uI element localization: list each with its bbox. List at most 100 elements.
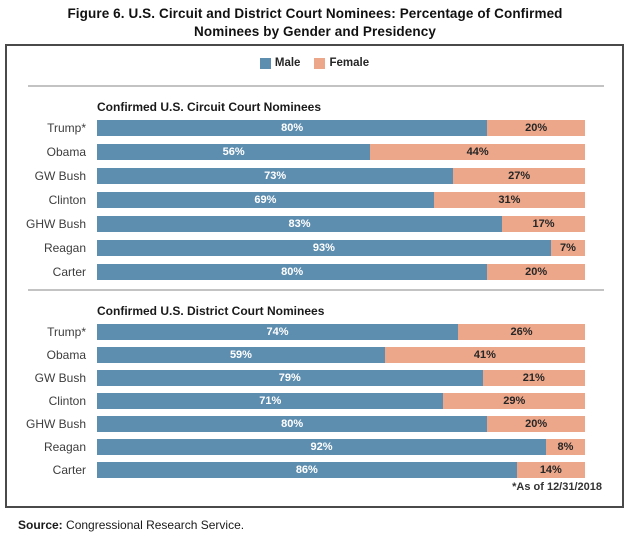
circuit-bars: Trump* 80% 20% Obama 56% 44% GW Bush 73% 27% Clin… [7,120,622,280]
female-bar-segment: 20% [487,416,585,432]
male-percent-label: 69% [254,194,277,206]
male-bar-segment: 83% [97,216,503,232]
bar-track: 79% 21% [97,370,585,386]
source-text: Congressional Research Service. [62,518,245,532]
president-label: Clinton [48,193,86,207]
female-percent-label: 44% [466,146,489,158]
female-swatch-icon [314,57,326,69]
male-percent-label: 73% [264,170,287,182]
source-label: Source: [18,518,63,532]
bar-row: GW Bush 79% 21% [7,370,622,386]
bar-row: Trump* 74% 26% [7,324,622,340]
president-label: GW Bush [34,169,86,183]
male-percent-label: 80% [281,122,304,134]
bar-track: 80% 20% [97,416,585,432]
bar-track: 80% 20% [97,120,585,136]
bar-track: 71% 29% [97,393,585,409]
president-label: Carter [52,265,86,279]
female-percent-label: 8% [557,441,574,453]
bar-row: Reagan 92% 8% [7,439,622,455]
female-percent-label: 27% [508,170,531,182]
female-percent-label: 31% [498,194,521,206]
male-percent-label: 74% [266,326,289,338]
female-bar-segment: 21% [482,370,585,386]
female-bar-segment: 26% [458,324,585,340]
bar-row: Clinton 69% 31% [7,192,622,208]
female-bar-segment: 20% [487,120,585,136]
male-swatch-icon [259,57,271,69]
male-percent-label: 71% [259,395,282,407]
president-label: Obama [46,348,86,362]
female-percent-label: 20% [525,122,548,134]
figure-title: Figure 6. U.S. Circuit and District Cour… [0,0,630,41]
male-percent-label: 92% [310,441,333,453]
female-bar-segment: 7% [550,240,585,256]
bar-track: 73% 27% [97,168,585,184]
panel-district-court: Confirmed U.S. District Court Nominees T… [7,304,622,478]
female-percent-label: 7% [559,242,576,254]
male-bar-segment: 93% [97,240,551,256]
male-bar-segment: 86% [97,462,517,478]
legend-female-label: Female [329,57,370,69]
female-bar-segment: 17% [502,216,585,232]
male-bar-segment: 80% [97,120,488,136]
divider-line [28,289,604,291]
source-line: Source: Congressional Research Service. [18,518,630,532]
footnote: *As of 12/31/2018 [512,481,602,493]
female-percent-label: 20% [525,418,548,430]
chart-frame: Male Female Confirmed U.S. Circuit Court… [5,44,624,508]
panel-title-district: Confirmed U.S. District Court Nominees [97,304,325,318]
male-percent-label: 83% [288,218,311,230]
male-bar-segment: 92% [97,439,546,455]
legend-item-female: Female [314,57,369,69]
male-bar-segment: 74% [97,324,459,340]
male-bar-segment: 80% [97,416,488,432]
figure-title-line2: Nominees by Gender and Presidency [194,24,436,39]
male-bar-segment: 69% [97,192,434,208]
bar-row: Trump* 80% 20% [7,120,622,136]
legend-item-male: Male [259,57,300,69]
male-bar-segment: 71% [97,393,444,409]
president-label: Obama [46,145,86,159]
male-percent-label: 79% [278,372,301,384]
bar-row: Obama 59% 41% [7,347,622,363]
male-percent-label: 59% [229,349,252,361]
female-bar-segment: 44% [370,144,585,160]
bar-row: Carter 86% 14% [7,462,622,478]
female-bar-segment: 20% [487,264,585,280]
female-percent-label: 20% [525,266,548,278]
president-label: GHW Bush [25,417,86,431]
bar-track: 69% 31% [97,192,585,208]
female-bar-segment: 14% [516,462,585,478]
female-percent-label: 29% [503,395,526,407]
bar-track: 93% 7% [97,240,585,256]
male-bar-segment: 80% [97,264,488,280]
president-label: Reagan [43,241,86,255]
district-bars: Trump* 74% 26% Obama 59% 41% GW Bush 79% 21% Clin… [7,324,622,478]
bar-track: 80% 20% [97,264,585,280]
bar-row: Obama 56% 44% [7,144,622,160]
male-percent-label: 86% [295,464,318,476]
female-percent-label: 21% [522,372,545,384]
bar-track: 74% 26% [97,324,585,340]
female-percent-label: 41% [473,349,496,361]
male-bar-segment: 56% [97,144,371,160]
male-bar-segment: 59% [97,347,385,363]
female-bar-segment: 27% [453,168,585,184]
female-percent-label: 14% [539,464,562,476]
president-label: GW Bush [34,371,86,385]
female-percent-label: 17% [532,218,555,230]
figure-title-line1: Figure 6. U.S. Circuit and District Cour… [67,6,563,21]
president-label: Trump* [47,325,86,339]
male-bar-segment: 73% [97,168,454,184]
bar-track: 59% 41% [97,347,585,363]
male-percent-label: 80% [281,266,304,278]
female-bar-segment: 31% [433,192,585,208]
president-label: Carter [52,463,86,477]
divider-line [28,85,604,87]
male-percent-label: 93% [312,242,335,254]
legend: Male Female [7,57,622,69]
female-bar-segment: 8% [545,439,585,455]
bar-row: GHW Bush 83% 17% [7,216,622,232]
president-label: GHW Bush [25,217,86,231]
